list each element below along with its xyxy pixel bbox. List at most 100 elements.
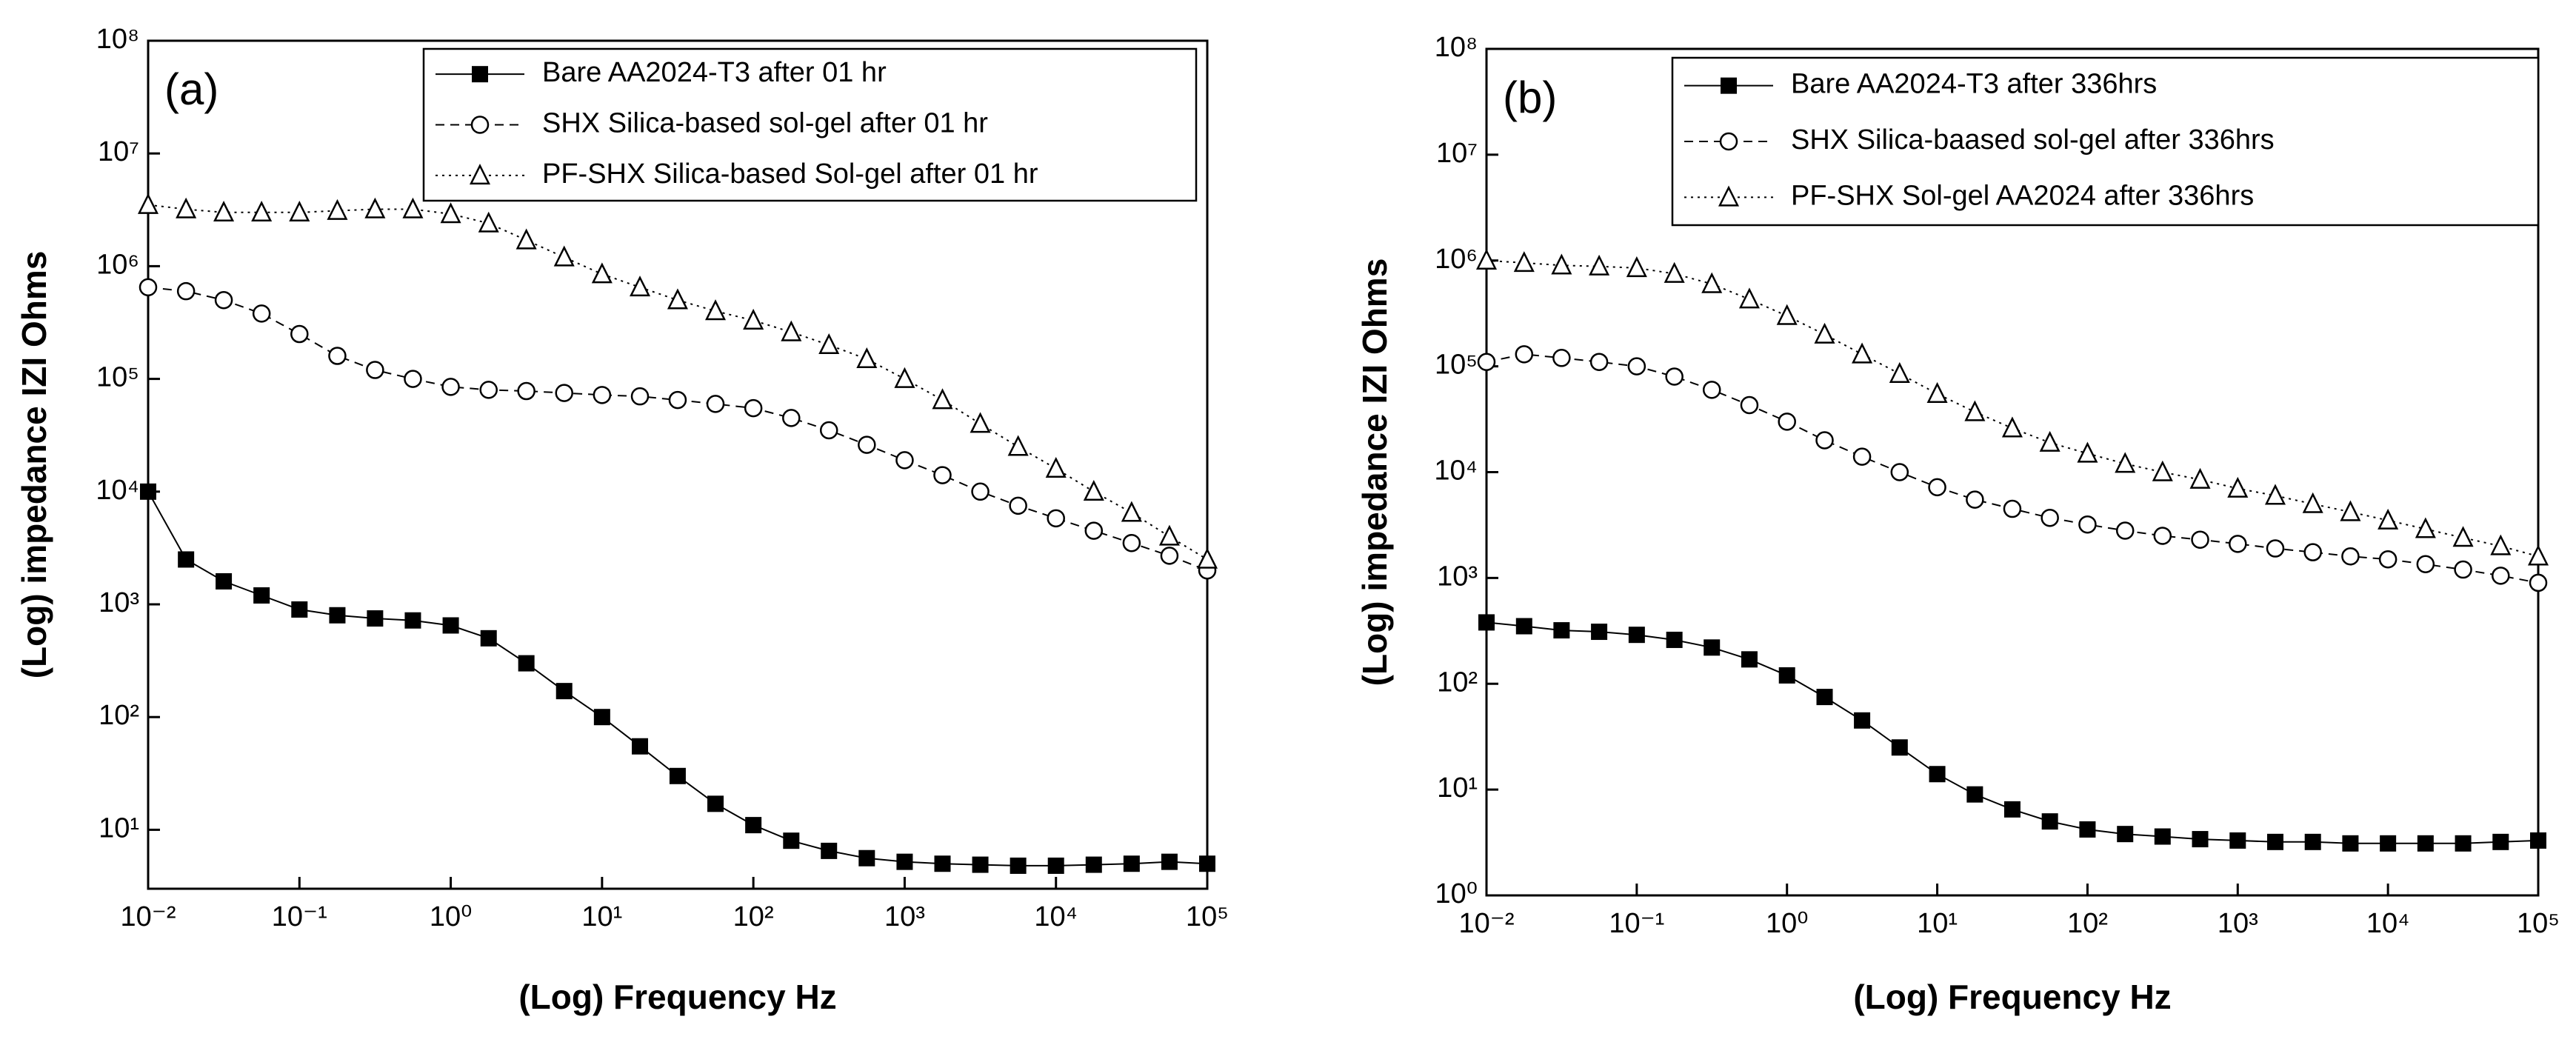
data-point	[366, 361, 384, 379]
x-tick-label: 10¹	[581, 901, 622, 932]
data-point	[404, 370, 422, 388]
data-point	[1929, 766, 1946, 783]
data-point	[2229, 535, 2247, 553]
legend-marker	[1718, 185, 1740, 207]
data-point	[2003, 499, 2022, 518]
data-point	[2492, 833, 2509, 850]
data-point	[1891, 739, 1908, 756]
x-axis-label: (Log) Frequency Hz	[518, 978, 836, 1016]
data-point	[253, 587, 270, 604]
data-point	[440, 202, 461, 224]
data-point	[1627, 357, 1646, 375]
data-point	[1009, 496, 1027, 515]
data-point	[858, 435, 876, 454]
data-point	[1158, 524, 1180, 546]
data-point	[1664, 261, 1685, 283]
data-point	[1626, 256, 1647, 278]
plot-frame	[147, 39, 1209, 890]
data-point	[1160, 547, 1179, 565]
data-point	[1738, 287, 1760, 309]
data-point	[2304, 833, 2321, 850]
y-tick-label: 10⁴	[1434, 455, 1478, 487]
data-point	[970, 412, 991, 433]
data-point	[1816, 689, 1833, 706]
x-tick-label: 10⁴	[1034, 901, 1078, 932]
data-point	[2527, 544, 2549, 566]
data-point	[593, 709, 610, 726]
data-point	[2340, 500, 2361, 521]
data-point	[2189, 467, 2211, 489]
y-tick-label: 10⁷	[1436, 138, 1478, 169]
data-point	[2342, 835, 2359, 852]
data-point	[1589, 353, 1609, 371]
data-point	[858, 849, 875, 867]
data-point	[1199, 855, 1215, 872]
x-axis-label: (Log) Frequency Hz	[1853, 978, 2171, 1016]
data-point	[1776, 304, 1798, 325]
data-point	[2152, 460, 2173, 481]
data-point	[328, 347, 347, 365]
data-point	[2041, 813, 2058, 830]
data-point	[894, 367, 915, 388]
data-point	[2490, 534, 2512, 555]
data-point	[782, 409, 801, 427]
data-point	[402, 197, 424, 218]
data-point	[1702, 381, 1721, 399]
data-point	[706, 395, 725, 413]
data-point	[517, 381, 535, 401]
data-point	[632, 738, 649, 755]
x-tick-label: 10⁻¹	[272, 901, 327, 932]
data-point	[1475, 248, 1498, 270]
data-point	[1084, 521, 1104, 540]
data-point	[1515, 618, 1532, 635]
data-point	[744, 398, 763, 418]
y-tick-label: 10²	[99, 700, 139, 731]
data-point	[591, 262, 613, 284]
data-point	[2455, 835, 2472, 852]
data-point	[821, 842, 838, 859]
data-point	[745, 817, 762, 834]
data-point	[555, 384, 573, 402]
y-tick-label: 10⁷	[98, 136, 139, 167]
data-point	[2530, 832, 2546, 849]
x-tick-label: 10⁰	[1766, 908, 1809, 939]
data-point	[1123, 855, 1140, 872]
y-tick-label: 10²	[1437, 667, 1478, 698]
data-point	[2416, 555, 2435, 574]
y-tick-label: 10¹	[99, 812, 139, 844]
y-tick-label: 10⁴	[96, 475, 139, 506]
x-tick-label: 10⁵	[1186, 901, 1229, 932]
legend-label: Bare AA2024-T3 after 01 hr	[542, 57, 887, 88]
y-tick-label: 10⁵	[1435, 350, 1478, 381]
legend-label: SHX Silica-based sol-gel after 01 hr	[542, 108, 988, 139]
data-point	[364, 197, 386, 218]
y-tick-label: 10⁶	[1435, 244, 1478, 275]
data-point	[593, 386, 612, 404]
data-point	[1628, 627, 1645, 644]
data-point	[252, 304, 271, 323]
data-point	[1928, 478, 1946, 497]
data-point	[2452, 526, 2474, 547]
data-point	[251, 200, 273, 222]
data-point	[1515, 345, 1534, 364]
data-point	[2077, 441, 2098, 463]
data-point	[1010, 857, 1027, 874]
x-tick-label: 10³	[2218, 908, 2258, 939]
data-point	[2003, 801, 2021, 818]
x-tick-label: 10⁰	[430, 901, 473, 932]
data-point	[214, 290, 233, 310]
data-point	[704, 299, 727, 321]
x-tick-label: 10¹	[1917, 908, 1958, 939]
data-point	[1083, 480, 1104, 501]
data-point	[1815, 431, 1834, 450]
data-point	[2154, 828, 2171, 845]
data-point	[2117, 826, 2134, 843]
data-point	[2302, 492, 2323, 513]
data-point	[2454, 560, 2472, 579]
data-point	[1007, 435, 1029, 456]
data-point	[896, 853, 913, 870]
data-point	[2001, 416, 2023, 438]
data-point	[176, 281, 196, 301]
data-point	[707, 795, 724, 812]
data-point	[2378, 508, 2399, 530]
